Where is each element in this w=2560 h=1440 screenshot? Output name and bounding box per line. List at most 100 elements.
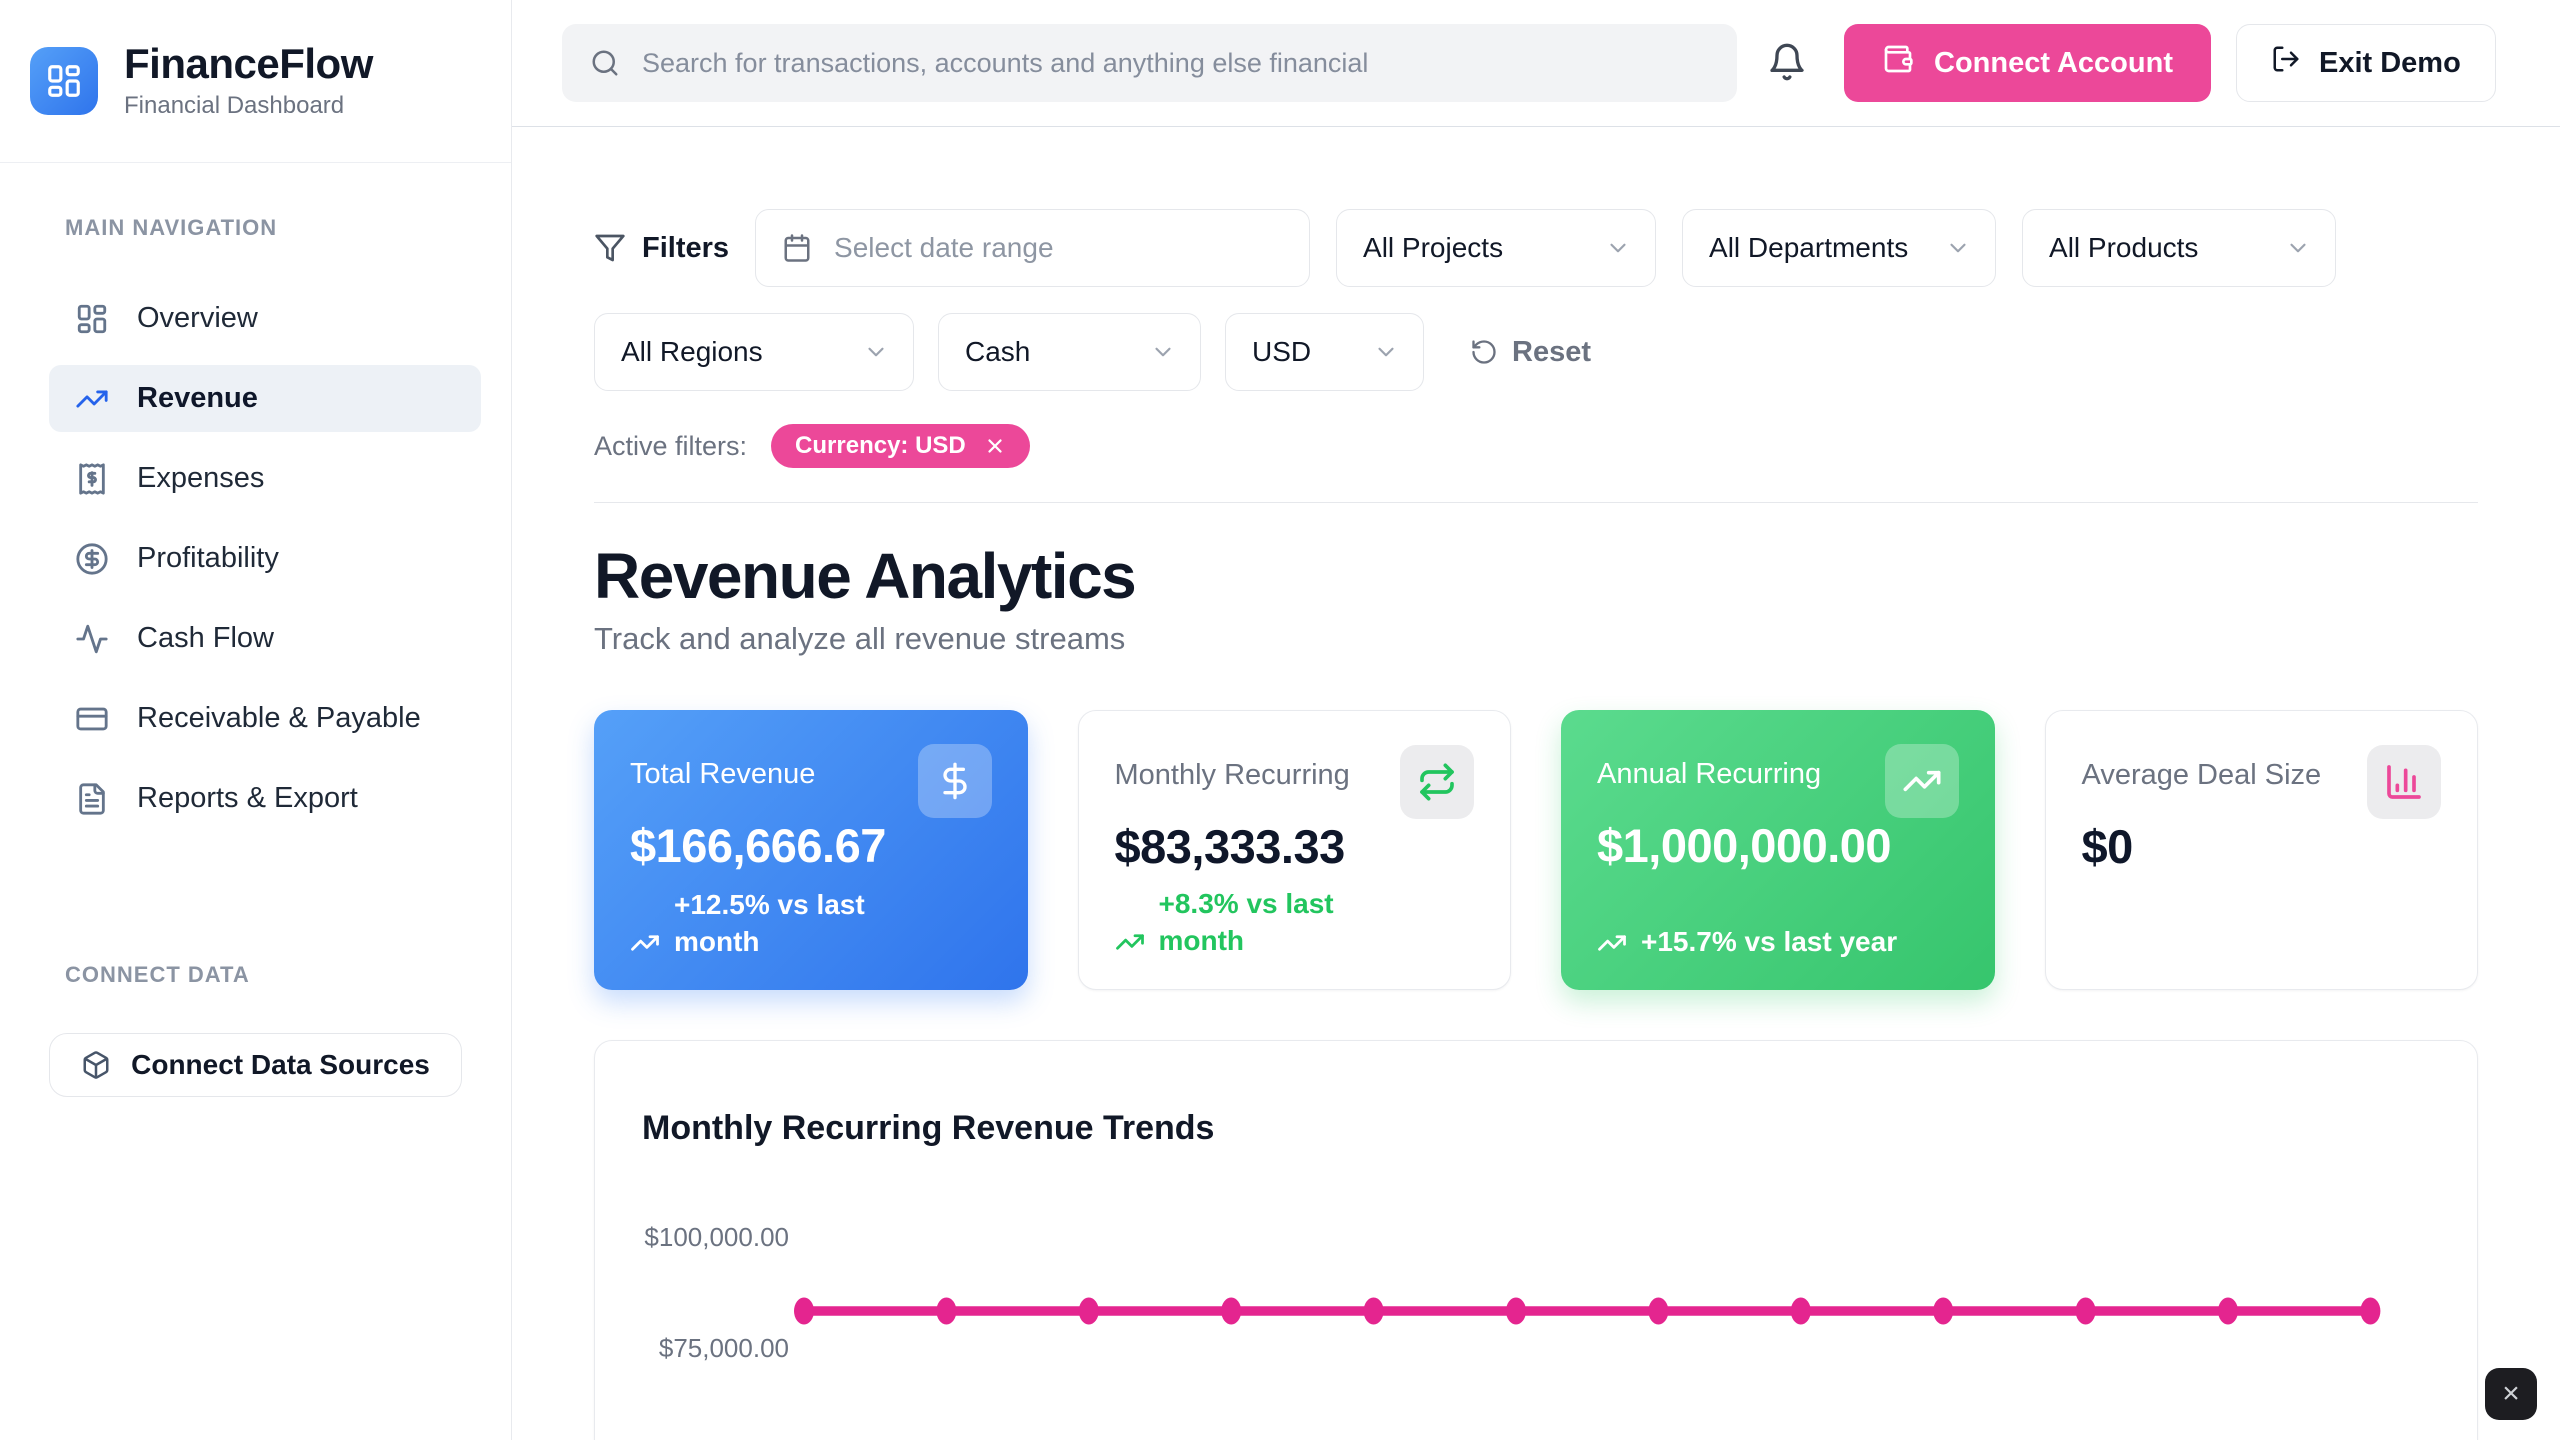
products-select[interactable]: All Products [2022, 209, 2337, 287]
chart-title: Monthly Recurring Revenue Trends [642, 1109, 1215, 1147]
sidebar-item-overview[interactable]: Overview [49, 285, 481, 352]
data-point-marker[interactable] [2218, 1297, 2238, 1325]
departments-select-value: All Departments [1709, 232, 1909, 263]
data-point-marker[interactable] [1790, 1297, 1811, 1325]
data-point-marker[interactable] [794, 1297, 814, 1325]
data-point-marker[interactable] [1648, 1297, 1669, 1325]
sidebar-item-expenses[interactable]: Expenses [49, 445, 481, 512]
filter-chip-label: Currency: USD [795, 432, 966, 459]
connect-section-label: CONNECT DATA [65, 962, 250, 987]
sidebar-item-receivable-payable[interactable]: Receivable & Payable [49, 685, 481, 752]
active-filters-row: Active filters: Currency: USD [594, 424, 2478, 468]
global-search[interactable] [562, 24, 1737, 102]
projects-select[interactable]: All Projects [1336, 209, 1657, 287]
data-point-marker[interactable] [1078, 1297, 1099, 1325]
sidebar-item-revenue[interactable]: Revenue [49, 365, 481, 432]
trending-up-icon [1115, 927, 1145, 957]
projects-select-value: All Projects [1363, 232, 1504, 263]
card-header: Monthly Recurring [1115, 745, 1474, 819]
filter-chip-currency-usd[interactable]: Currency: USD [771, 424, 1030, 468]
sidebar-item-reports-export[interactable]: Reports & Export [49, 765, 481, 832]
regions-select[interactable]: All Regions [594, 313, 914, 391]
date-range-input[interactable] [755, 209, 1311, 287]
trending-up-icon [1884, 744, 1959, 818]
sidebar-item-label: Expenses [137, 462, 265, 494]
connect-data-sources-button[interactable]: Connect Data Sources [49, 1033, 462, 1097]
chevron-down-icon [1945, 235, 1971, 261]
metric-delta-text: +8.3% vs last month [1158, 888, 1334, 956]
metric-delta: +12.5% vs last month [630, 887, 879, 960]
sidebar-item-label: Profitability [137, 542, 279, 574]
x-icon[interactable] [984, 435, 1006, 457]
metric-value: $1,000,000.00 [1597, 819, 1892, 872]
page-title: Revenue Analytics [594, 540, 1137, 612]
main-navigation: Overview Revenue Expenses Profitability [49, 285, 481, 832]
filters-title: Filters [594, 232, 729, 265]
card-header: Total Revenue [630, 744, 992, 818]
metric-value: $166,666.67 [630, 819, 886, 872]
calendar-icon [782, 233, 812, 263]
currency-select[interactable]: USD [1225, 313, 1424, 391]
metric-card-total-revenue: Total Revenue $166,666.67 +12.5% vs last… [594, 710, 1028, 990]
sidebar-item-label: Overview [137, 302, 258, 334]
bar-chart-icon [2367, 745, 2441, 819]
section-divider [594, 502, 2478, 503]
receipt-icon [75, 462, 109, 496]
connect-account-button[interactable]: Connect Account [1844, 24, 2211, 102]
departments-select[interactable]: All Departments [1682, 209, 1997, 287]
card-header: Annual Recurring [1597, 744, 1959, 818]
account-type-select[interactable]: Cash [938, 313, 1201, 391]
metric-label: Total Revenue [630, 758, 816, 790]
date-range-field[interactable] [834, 232, 1284, 264]
close-overlay-button[interactable]: × [2485, 1368, 2537, 1420]
wallet-icon [1882, 43, 1914, 83]
metric-cards: Total Revenue $166,666.67 +12.5% vs last… [594, 710, 2478, 990]
metric-value: $0 [2081, 820, 2134, 873]
dollar-circle-icon [75, 542, 109, 576]
sidebar: FinanceFlow Financial Dashboard MAIN NAV… [0, 0, 512, 1440]
chevron-down-icon [1373, 339, 1399, 365]
app-title: FinanceFlow [124, 39, 373, 87]
regions-select-value: All Regions [621, 336, 763, 367]
metric-delta-text: +12.5% vs last month [674, 889, 865, 957]
account-type-select-value: Cash [965, 336, 1031, 367]
metric-card-annual-recurring: Annual Recurring $1,000,000.00 +15.7% vs… [1561, 710, 1995, 990]
metric-card-average-deal-size: Average Deal Size $0 [2044, 710, 2478, 990]
notifications-button[interactable] [1763, 39, 1811, 87]
metric-label: Average Deal Size [2081, 759, 2322, 791]
topbar: Connect Account Exit Demo [512, 0, 2560, 127]
logout-icon [2271, 44, 2301, 82]
y-axis-tick-label: $100,000.00 [644, 1222, 789, 1252]
brand-text: FinanceFlow Financial Dashboard [124, 39, 373, 120]
search-input[interactable] [642, 47, 1709, 79]
metric-delta: +8.3% vs last month [1115, 886, 1364, 959]
credit-card-icon [75, 702, 109, 736]
connect-data-sources-label: Connect Data Sources [131, 1049, 430, 1080]
sidebar-item-profitability[interactable]: Profitability [49, 525, 481, 592]
chevron-down-icon [1150, 339, 1176, 365]
data-point-marker[interactable] [1506, 1297, 1526, 1325]
chevron-down-icon [863, 339, 889, 365]
nav-section-label: MAIN NAVIGATION [65, 215, 278, 240]
file-text-icon [75, 782, 109, 816]
sidebar-item-cash-flow[interactable]: Cash Flow [49, 605, 481, 672]
data-point-marker[interactable] [1363, 1297, 1384, 1325]
trending-up-icon [1597, 928, 1627, 958]
data-point-marker[interactable] [2360, 1297, 2381, 1325]
metric-card-monthly-recurring: Monthly Recurring $83,333.33 +8.3% vs la… [1077, 710, 1511, 990]
data-point-marker[interactable] [936, 1297, 957, 1325]
data-point-marker[interactable] [1221, 1297, 1242, 1325]
card-header: Average Deal Size [2081, 745, 2441, 819]
data-point-marker[interactable] [2075, 1297, 2096, 1325]
products-select-value: All Products [2049, 232, 2199, 263]
exit-demo-button[interactable]: Exit Demo [2235, 24, 2496, 102]
search-icon [590, 48, 620, 78]
trending-up-icon [75, 382, 109, 416]
data-point-marker[interactable] [1933, 1297, 1954, 1325]
activity-icon [75, 622, 109, 656]
y-axis-tick-label: $75,000.00 [659, 1333, 789, 1363]
reset-filters-button[interactable]: Reset [1470, 336, 1591, 369]
app-logo-icon [30, 47, 98, 115]
exit-demo-label: Exit Demo [2318, 46, 2461, 79]
rotate-ccw-icon [1470, 338, 1498, 366]
